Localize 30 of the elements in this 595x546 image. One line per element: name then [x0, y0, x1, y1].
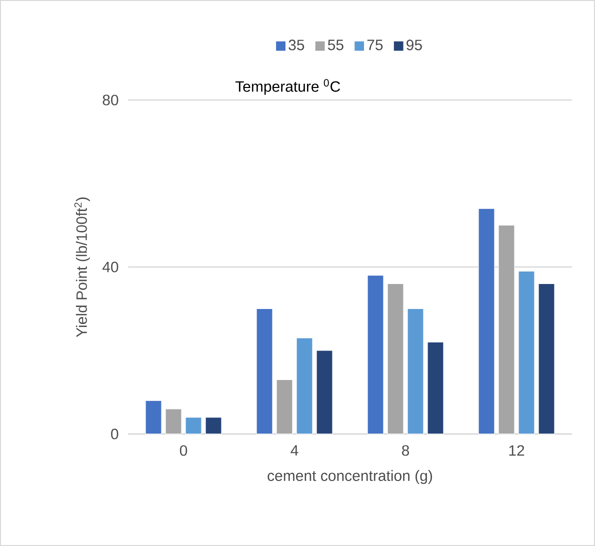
bar — [427, 342, 444, 434]
bar — [145, 400, 162, 434]
bar — [498, 224, 515, 434]
x-tick-label: 8 — [402, 445, 410, 456]
legend-label: 55 — [328, 40, 344, 50]
bar — [185, 416, 202, 434]
bar — [276, 379, 293, 434]
y-axis-title: Yield Point (lb/100ft$^{2}$) — [74, 197, 90, 338]
x-axis-title: cement concentration (g) — [268, 470, 432, 484]
bar — [538, 283, 555, 434]
bar — [256, 308, 273, 434]
bar — [316, 350, 333, 434]
legend-label: 95 — [406, 40, 422, 50]
bar — [165, 408, 182, 434]
x-tick-label: 12 — [509, 445, 524, 456]
bar — [296, 338, 313, 434]
bar — [478, 208, 495, 434]
y-tick-label: 80 — [102, 94, 118, 106]
x-tick-label: 4 — [290, 445, 298, 456]
bar — [367, 275, 384, 434]
bar — [518, 270, 535, 434]
y-tick-label: 0 — [111, 428, 118, 440]
bar — [205, 416, 222, 434]
legend-label: 75 — [367, 40, 383, 50]
y-tick-label: 40 — [102, 262, 118, 272]
x-tick-label: 0 — [180, 445, 188, 456]
bar — [387, 283, 404, 434]
legend-label: 35 — [288, 40, 304, 50]
bar — [407, 308, 424, 434]
legend-title: Temperature $^{0}$C — [235, 79, 340, 95]
